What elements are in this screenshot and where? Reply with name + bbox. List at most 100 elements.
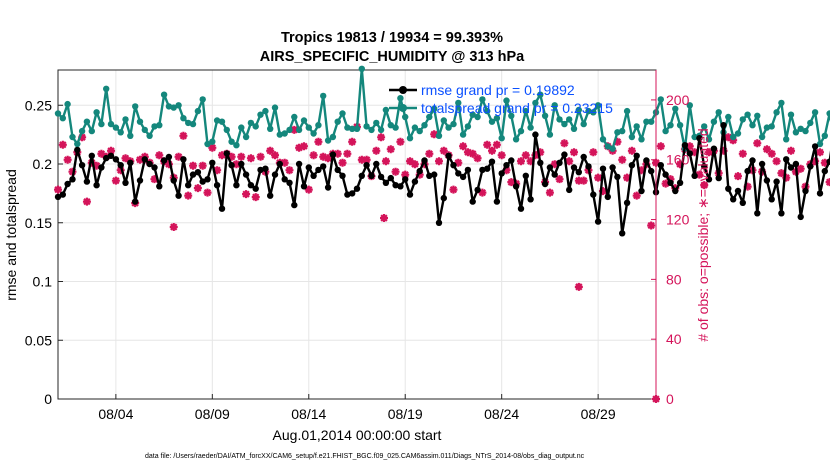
spread-point bbox=[339, 110, 346, 117]
obs-point bbox=[700, 181, 709, 190]
obs-star-shape bbox=[521, 151, 530, 160]
obs-point bbox=[111, 176, 120, 185]
rmse-point bbox=[435, 219, 443, 226]
rmse-point bbox=[170, 177, 177, 184]
obs-star-shape bbox=[169, 223, 178, 232]
obs-star-shape bbox=[232, 160, 241, 169]
rmse-point bbox=[93, 182, 100, 189]
obs-point bbox=[454, 158, 463, 167]
x-tick-label: 08/04 bbox=[98, 406, 133, 422]
rmse-point bbox=[484, 165, 491, 172]
obs-point bbox=[430, 130, 439, 139]
obs-star-shape bbox=[473, 154, 482, 163]
spread-point bbox=[286, 126, 293, 134]
spread-point bbox=[136, 118, 144, 125]
spread-point bbox=[291, 113, 298, 121]
spread-point bbox=[93, 109, 100, 116]
spread-point bbox=[464, 123, 472, 130]
spread-point bbox=[455, 99, 462, 107]
obs-star-shape bbox=[661, 179, 670, 188]
spread-point bbox=[503, 97, 510, 104]
spread-point bbox=[242, 133, 250, 141]
obs-point bbox=[401, 170, 410, 179]
obs-star-shape bbox=[574, 282, 583, 291]
spread-point bbox=[411, 124, 419, 131]
rmse-point bbox=[594, 218, 602, 225]
rmse-point bbox=[382, 179, 390, 186]
obs-star-shape bbox=[777, 169, 786, 178]
rmse-point bbox=[503, 162, 510, 169]
spread-point bbox=[445, 124, 452, 131]
obs-star-shape bbox=[246, 154, 255, 163]
obs-star-shape bbox=[338, 158, 347, 167]
obs-point bbox=[666, 175, 675, 184]
obs-point bbox=[782, 173, 791, 182]
spread-point bbox=[324, 137, 332, 144]
obs-star-shape bbox=[463, 148, 472, 157]
obs-point bbox=[478, 188, 487, 197]
obs-star-shape bbox=[54, 185, 62, 194]
obs-point bbox=[415, 170, 424, 179]
obs-star-shape bbox=[632, 191, 641, 200]
obs-point bbox=[772, 157, 781, 166]
spread-point bbox=[228, 138, 235, 145]
obs-star-shape bbox=[762, 145, 771, 154]
rmse-point bbox=[112, 156, 120, 163]
rmse-point bbox=[421, 157, 428, 164]
obs-star-shape bbox=[695, 170, 704, 179]
obs-point bbox=[285, 166, 294, 175]
obs-point bbox=[304, 185, 313, 194]
spread-point bbox=[238, 124, 245, 131]
rmse-point bbox=[107, 152, 115, 159]
obs-point bbox=[377, 133, 386, 142]
obs-point bbox=[767, 149, 776, 158]
rmse-point bbox=[358, 172, 365, 179]
obs-star-shape bbox=[213, 166, 222, 175]
obs-point bbox=[348, 137, 357, 146]
obs-star-shape bbox=[92, 161, 101, 170]
obs-point bbox=[555, 175, 564, 184]
spread-point bbox=[334, 118, 341, 125]
rmse-point bbox=[271, 171, 279, 178]
obs-point bbox=[396, 137, 405, 146]
obs-star-shape bbox=[666, 175, 675, 184]
obs-star-shape bbox=[589, 148, 598, 157]
spread-point bbox=[566, 116, 573, 123]
spread-point bbox=[561, 120, 568, 128]
rmse-point bbox=[54, 193, 62, 201]
obs-point bbox=[676, 160, 685, 169]
spread-point bbox=[546, 131, 554, 138]
rmse-point bbox=[826, 158, 830, 165]
spread-point bbox=[570, 125, 578, 132]
obs-star-shape bbox=[516, 157, 525, 166]
obs-point bbox=[439, 146, 448, 155]
obs-point bbox=[58, 140, 67, 149]
obs-star-shape bbox=[787, 146, 796, 155]
obs-star-shape bbox=[256, 152, 265, 161]
obs-point bbox=[796, 164, 805, 173]
obs-star-shape bbox=[550, 160, 559, 169]
rmse-point bbox=[797, 213, 804, 221]
obs-star-shape bbox=[135, 155, 144, 164]
obs-star-shape bbox=[58, 140, 67, 149]
obs-point bbox=[531, 151, 540, 160]
spread-point bbox=[575, 106, 582, 114]
rmse-point bbox=[324, 184, 332, 191]
obs-star-shape bbox=[401, 170, 410, 179]
obs-point bbox=[724, 133, 733, 142]
obs-point bbox=[811, 157, 820, 166]
obs-point bbox=[656, 142, 665, 151]
obs-point bbox=[815, 148, 824, 157]
obs-point bbox=[309, 151, 318, 160]
spread-point bbox=[83, 118, 91, 125]
rmse-point bbox=[570, 164, 578, 171]
obs-point bbox=[78, 133, 87, 142]
obs-star-shape bbox=[729, 136, 738, 145]
obs-star-shape bbox=[796, 164, 805, 173]
spread-point bbox=[488, 118, 496, 125]
obs-point bbox=[550, 160, 559, 169]
obs-point bbox=[198, 161, 207, 170]
obs-star-shape bbox=[362, 155, 371, 164]
spread-point bbox=[122, 116, 129, 123]
rmse-point bbox=[141, 156, 148, 163]
